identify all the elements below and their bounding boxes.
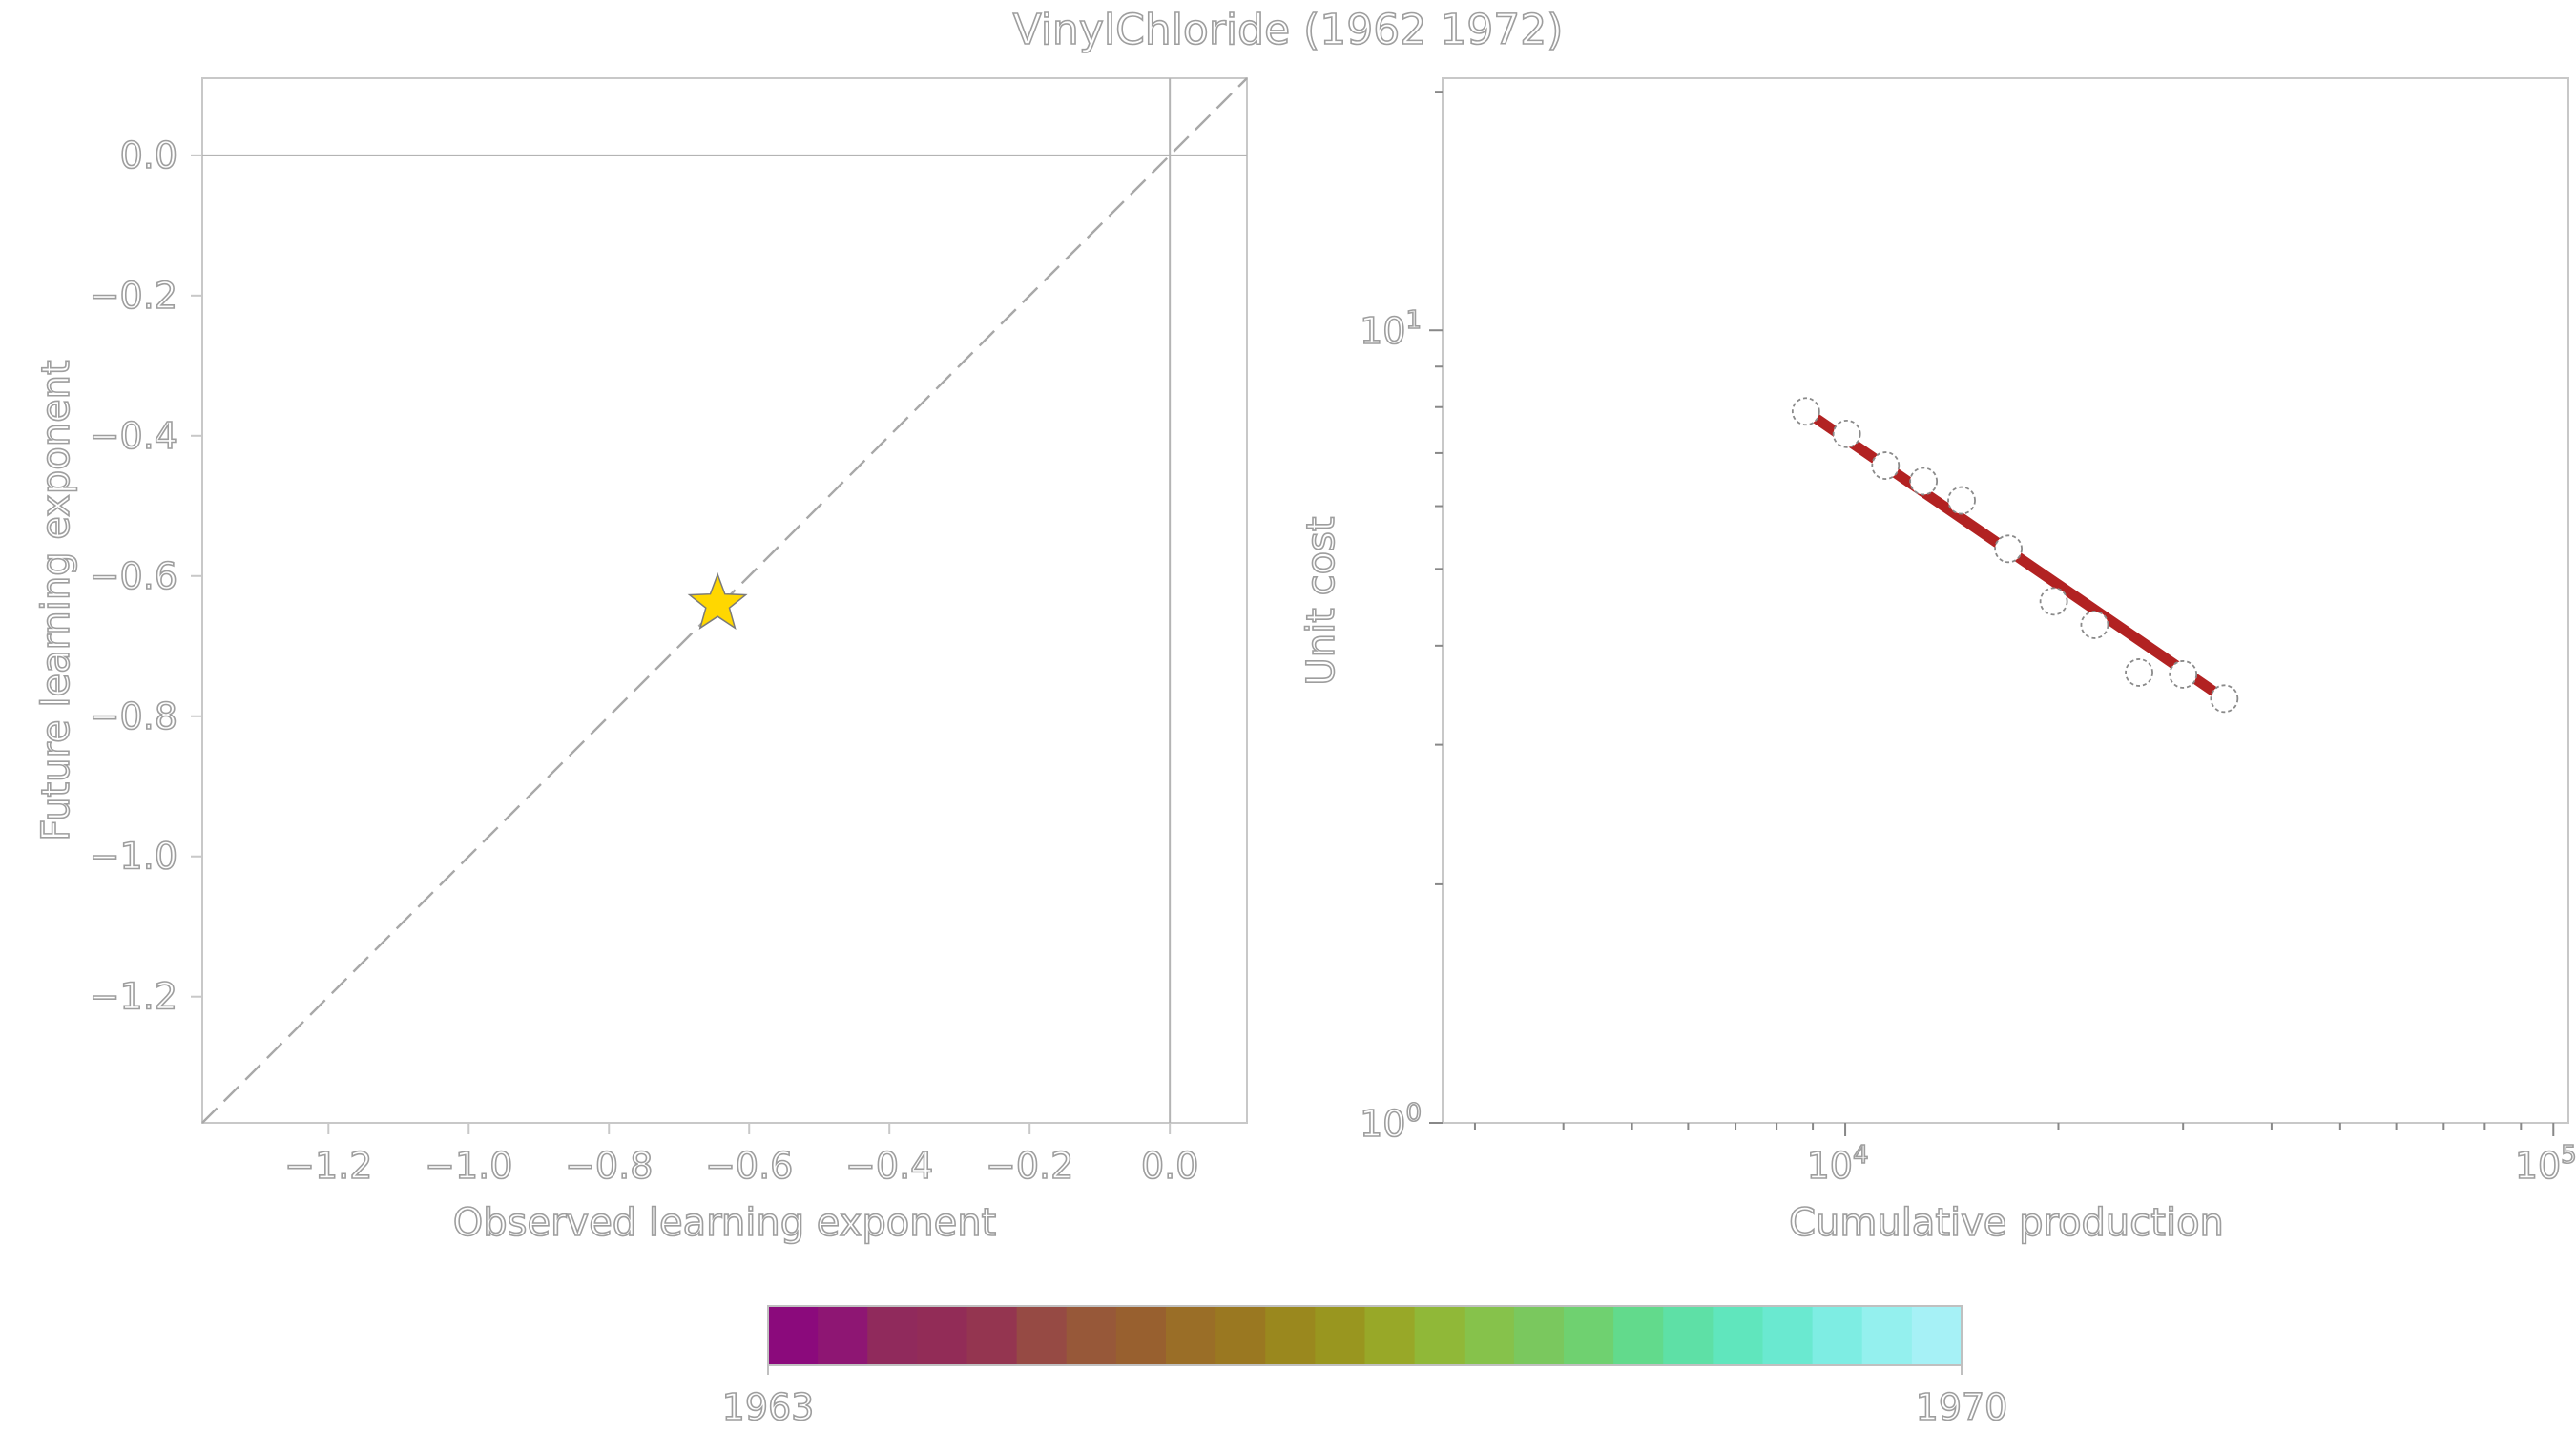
colorbar-swatch: [966, 1306, 1018, 1365]
data-point: [2210, 684, 2239, 714]
y-tick-label: −1.0: [90, 836, 177, 878]
data-point: [2169, 660, 2198, 689]
y-tick-label: −0.6: [90, 555, 177, 597]
y-tick-label: 100: [1360, 1099, 1422, 1145]
y-tick-exponent: 0: [1405, 1099, 1422, 1128]
y-tick-label: 0.0: [120, 135, 177, 176]
colorbar-swatch: [1713, 1306, 1764, 1365]
y-tick-exponent: 1: [1405, 306, 1422, 335]
data-point: [1994, 534, 2023, 564]
colorbar-swatch: [1166, 1306, 1216, 1365]
figure-title: VinylChloride (1962 1972): [1013, 6, 1564, 54]
colorbar-swatch: [1762, 1306, 1814, 1365]
y-axis-label: Future learning exponent: [34, 360, 78, 840]
colorbar-swatch: [1066, 1306, 1117, 1365]
data-point: [1909, 467, 1939, 496]
x-tick-label: −0.8: [565, 1145, 653, 1187]
colorbar: 1963 1970: [721, 1305, 2008, 1429]
y-tick-label: −0.4: [90, 415, 177, 457]
colorbar-swatch: [1663, 1306, 1714, 1365]
x-axis-label: Cumulative production: [1789, 1201, 2224, 1245]
colorbar-label-max: 1970: [1916, 1386, 2008, 1428]
colorbar-swatch: [1315, 1306, 1366, 1365]
x-axis-label: Observed learning exponent: [453, 1201, 997, 1245]
left-plot-frame: [201, 77, 1248, 1124]
colorbar-swatch: [1513, 1306, 1565, 1365]
y-tick-label: −0.2: [90, 275, 177, 317]
colorbar-swatch: [1464, 1306, 1515, 1365]
colorbar-swatch: [1364, 1306, 1416, 1365]
x-tick-exponent: 4: [1853, 1141, 1869, 1170]
colorbar-swatch: [1564, 1306, 1614, 1365]
colorbar-swatch: [1115, 1306, 1167, 1365]
colorbar-swatch: [867, 1306, 918, 1365]
data-point: [2039, 587, 2068, 616]
data-point: [1871, 451, 1901, 480]
y-axis-label: Unit cost: [1299, 516, 1343, 685]
x-tick-exponent: 5: [2561, 1141, 2576, 1170]
y-tick-label: 101: [1360, 306, 1422, 352]
data-point: [1791, 397, 1820, 426]
left-panel: −1.2 −1.0 −0.8 −0.6 −0.4 −0.2 0.0 0.0 −0.2 −0.4 −0…: [33, 77, 1248, 1246]
data-point: [2125, 658, 2153, 687]
x-tick-label: −1.0: [425, 1145, 512, 1187]
colorbar-swatch: [1812, 1306, 1863, 1365]
colorbar-swatch: [1911, 1306, 1963, 1365]
x-tick-label: −0.4: [845, 1145, 933, 1187]
x-tick-label: −1.2: [284, 1145, 372, 1187]
x-tick-label: −0.6: [705, 1145, 793, 1187]
y-tick-label: −1.2: [90, 976, 177, 1018]
x-tick-label: 0.0: [1141, 1145, 1198, 1187]
colorbar-swatch: [1016, 1306, 1068, 1365]
colorbar-label-min: 1963: [722, 1386, 815, 1428]
colorbar-swatch: [917, 1306, 968, 1365]
x-tick-base: 10: [1807, 1145, 1853, 1187]
data-point: [2080, 611, 2109, 639]
data-point: [1947, 486, 1976, 515]
star-marker: [687, 572, 748, 631]
x-tick-label: 105: [2515, 1141, 2576, 1187]
right-plot-frame: [1442, 77, 2569, 1124]
x-tick-base: 10: [2515, 1145, 2561, 1187]
colorbar-swatch: [818, 1306, 868, 1365]
colorbar-swatch: [1613, 1306, 1664, 1365]
colorbar-frame: [767, 1305, 1963, 1366]
y-tick-label: −0.8: [90, 695, 177, 737]
colorbar-swatch: [1414, 1306, 1465, 1365]
y-tick-base: 10: [1360, 310, 1405, 352]
colorbar-swatch: [768, 1306, 819, 1365]
x-tick-label: 104: [1807, 1141, 1869, 1187]
colorbar-swatch: [1215, 1306, 1266, 1365]
data-point: [1832, 419, 1861, 448]
x-tick-label: −0.2: [986, 1145, 1073, 1187]
y-tick-base: 10: [1360, 1103, 1405, 1145]
colorbar-swatch: [1861, 1306, 1913, 1365]
colorbar-swatch: [1265, 1306, 1316, 1365]
